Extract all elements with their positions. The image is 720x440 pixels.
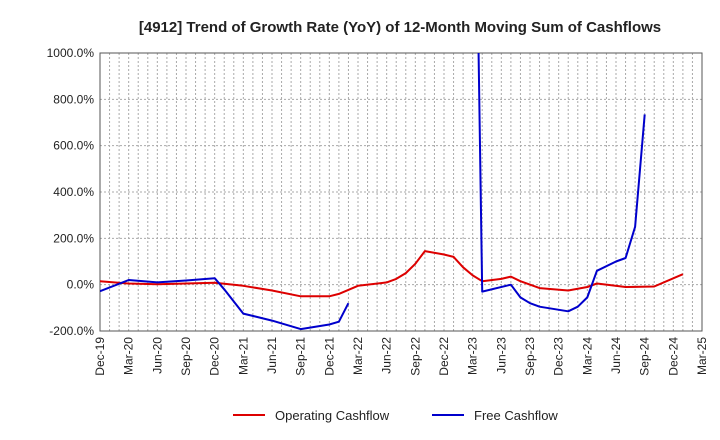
series-lines [100,53,684,331]
x-tick-label: Dec-21 [322,337,336,376]
y-tick-label: -200.0% [49,324,94,338]
chart-title: [4912] Trend of Growth Rate (YoY) of 12-… [139,19,661,36]
x-tick-label: Sep-20 [179,337,193,376]
x-tick-label: Mar-23 [466,337,480,375]
x-tick-label: Sep-21 [294,337,308,376]
x-tick-label: Dec-19 [93,337,107,376]
x-tick-label: Jun-20 [150,337,164,374]
y-tick-label: 1000.0% [47,46,95,60]
x-tick-label: Jun-21 [265,337,279,374]
operating-cashflow-line [100,250,684,298]
x-tick-label: Jun-22 [380,337,394,374]
x-tick-label: Mar-21 [236,337,250,375]
x-tick-label: Sep-23 [523,337,537,376]
x-tick-label: Mar-20 [122,337,136,375]
x-tick-label: Jun-24 [609,337,623,374]
x-tick-label: Mar-25 [695,337,709,375]
legend-label-free-cashflow: Free Cashflow [474,408,558,423]
y-tick-label: 800.0% [53,92,94,106]
x-tick-label: Sep-22 [408,337,422,376]
y-tick-label: 200.0% [53,231,94,245]
x-tick-label: Mar-24 [580,337,594,375]
free-cashflow-line [100,53,646,331]
y-tick-label: 0.0% [67,278,95,292]
x-tick-label: Dec-20 [208,337,222,376]
y-tick-label: 400.0% [53,185,94,199]
x-tick-label: Jun-23 [494,337,508,374]
x-axis: Dec-19 Mar-20 Jun-20 Sep-20 Dec-20 Mar-21 Jun-… [93,337,709,376]
x-tick-label: Dec-23 [552,337,566,376]
y-tick-label: 600.0% [53,139,94,153]
x-tick-label: Dec-22 [437,337,451,376]
grid-lines [100,53,702,331]
x-tick-label: Mar-22 [351,337,365,375]
plot-area [99,52,703,332]
y-axis: -200.0% 0.0% 200.0% 400.0% 600.0% 800.0% 1000.… [47,46,95,338]
legend-label-operating-cashflow: Operating Cashflow [275,408,390,423]
x-tick-label: Dec-24 [666,337,680,376]
legend: Operating Cashflow Free Cashflow [233,408,558,423]
x-tick-label: Sep-24 [638,337,652,376]
